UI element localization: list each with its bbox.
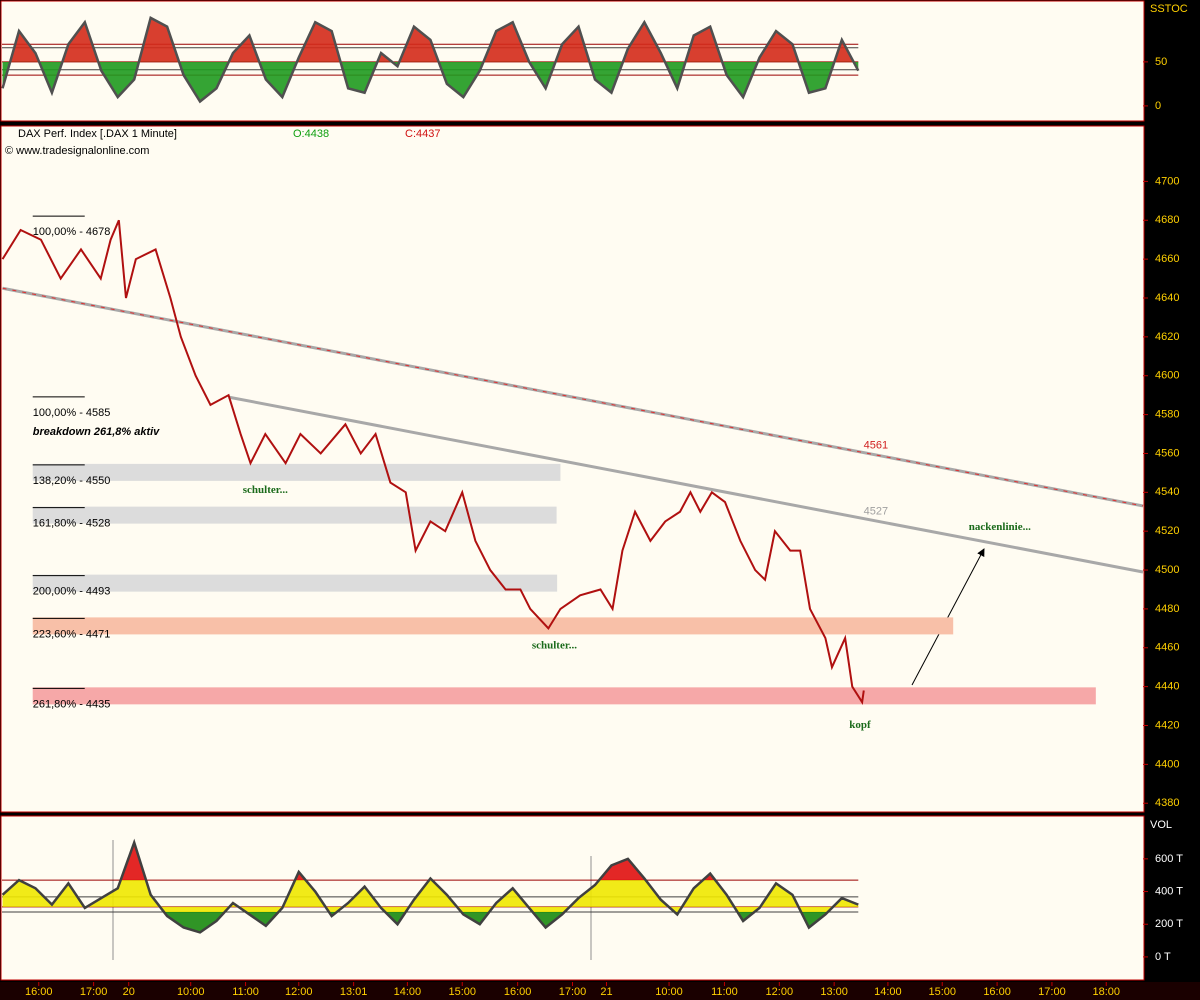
x-tick-label: 15:00 <box>928 986 956 998</box>
trend-line-dash <box>2 287 1144 507</box>
y-tick-label: 4400 <box>1155 758 1179 770</box>
x-tick-label: 11:00 <box>711 986 738 998</box>
fib-label: 200,00% - 4493 <box>33 586 111 598</box>
y-tick-label: 4680 <box>1155 214 1179 226</box>
y-tick-label: 4520 <box>1155 525 1179 537</box>
x-tick-label: 17:00 <box>1038 986 1066 998</box>
plot-layer: 0 50 4380 4400 4420 4440 4460 4480 4500 4520 4540 4… <box>1 16 1183 998</box>
annotation: schulter... <box>243 484 288 496</box>
y-tick-label: 4480 <box>1155 603 1179 615</box>
y-tick-label: 4600 <box>1155 370 1179 382</box>
y-tick-label: 50 <box>1155 56 1167 68</box>
fib-band <box>32 617 954 635</box>
fib-label: 161,80% - 4528 <box>33 518 111 530</box>
y-tick-label: 4460 <box>1155 642 1179 654</box>
fib-label: 261,80% - 4435 <box>33 698 111 710</box>
fib-band <box>32 574 558 592</box>
fib-label: 223,60% - 4471 <box>33 628 111 640</box>
arrow <box>911 548 985 686</box>
annotation: schulter... <box>532 639 577 651</box>
annotation: kopf <box>849 719 871 731</box>
x-tick-label: 14:00 <box>874 986 902 998</box>
y-tick-label: 4580 <box>1155 408 1179 420</box>
x-tick-label: 16:00 <box>504 986 532 998</box>
x-tick-label: 16:00 <box>983 986 1011 998</box>
fib-label: 100,00% - 4585 <box>33 407 111 419</box>
x-tick-label: 12:00 <box>285 986 313 998</box>
y-tick-label: 400 T <box>1155 885 1183 897</box>
source: © www.tradesignalonline.com <box>5 145 149 157</box>
x-tick-label: 17:00 <box>80 986 108 998</box>
y-tick-label: 4620 <box>1155 331 1179 343</box>
y-tick-label: 600 T <box>1155 853 1183 865</box>
x-tick-label: 21 <box>600 986 612 998</box>
trend-line <box>228 395 1144 574</box>
fib-label: 100,00% - 4678 <box>33 226 111 238</box>
fib-label: 138,20% - 4550 <box>33 475 111 487</box>
y-tick-label: 4500 <box>1155 564 1179 576</box>
y-tick-label: 4440 <box>1155 681 1179 693</box>
indicator-label: VOL <box>1150 819 1172 831</box>
x-tick-label: 20 <box>123 986 135 998</box>
close-value: C:4437 <box>405 128 440 140</box>
y-tick-label: 4560 <box>1155 447 1179 459</box>
fib-band <box>32 463 561 481</box>
x-tick-label: 18:00 <box>1092 986 1120 998</box>
time-axis <box>0 982 1200 1000</box>
y-tick-label: 4540 <box>1155 486 1179 498</box>
area <box>2 880 859 912</box>
x-tick-label: 12:00 <box>766 986 794 998</box>
fib-band <box>32 506 557 524</box>
x-tick-label: 13:01 <box>340 986 368 998</box>
y-tick-label: 4420 <box>1155 719 1179 731</box>
y-tick-label: 4700 <box>1155 175 1179 187</box>
indicator-label: SSTOC <box>1150 3 1188 15</box>
annotation: 4527 <box>864 506 888 518</box>
y-tick-label: 200 T <box>1155 918 1183 930</box>
y-tick-label: 4380 <box>1155 797 1179 809</box>
y-tick-label: 0 <box>1155 100 1161 112</box>
annotation: nackenlinie... <box>969 521 1031 533</box>
series-line <box>1 838 859 934</box>
area <box>2 17 859 62</box>
chart-title: DAX Perf. Index [.DAX 1 Minute] <box>18 128 177 140</box>
annotation: 4561 <box>864 440 888 452</box>
y-tick-label: 4660 <box>1155 253 1179 265</box>
area <box>2 61 859 102</box>
series-line <box>1 219 865 706</box>
x-tick-label: 11:00 <box>232 986 259 998</box>
x-tick-label: 14:00 <box>394 986 422 998</box>
x-tick-label: 13:00 <box>820 986 848 998</box>
y-tick-label: 0 T <box>1155 951 1171 963</box>
series-line <box>1 16 860 104</box>
fib-band <box>32 687 1096 705</box>
x-tick-label: 10:00 <box>655 986 683 998</box>
y-tick-label: 4640 <box>1155 292 1179 304</box>
x-tick-label: 10:00 <box>177 986 205 998</box>
volume-panel <box>0 815 1145 981</box>
x-tick-label: 16:00 <box>25 986 53 998</box>
open-value: O:4438 <box>293 128 329 140</box>
x-tick-label: 17:00 <box>559 986 587 998</box>
x-tick-label: 15:00 <box>448 986 476 998</box>
annotation: breakdown 261,8% aktiv <box>33 426 160 438</box>
